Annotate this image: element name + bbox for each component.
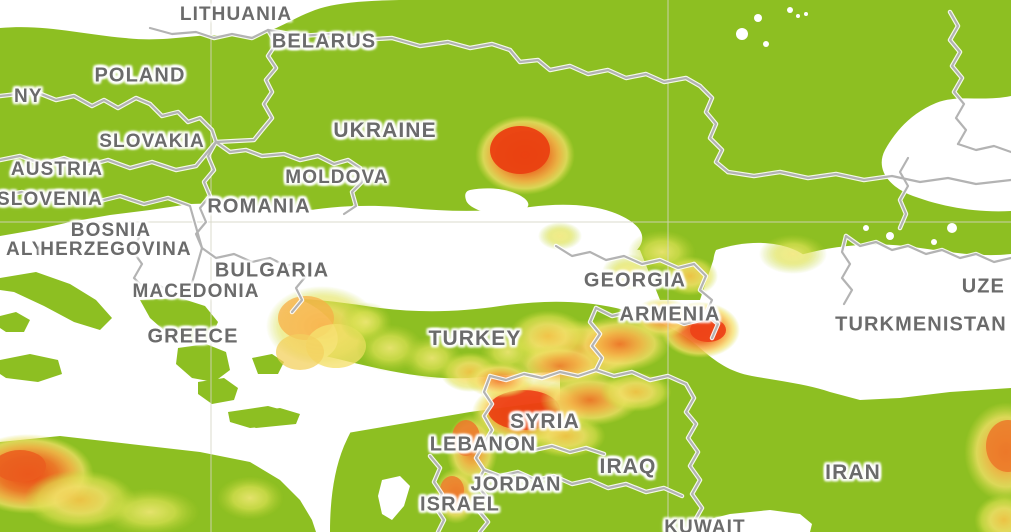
border-syria-iraq-south: [482, 442, 606, 456]
border-belarus-russia: [266, 28, 512, 52]
country-label-romania: ROMANIA: [207, 195, 311, 218]
border-serbia-bulgaria: [200, 246, 302, 268]
border-moldova: [342, 166, 364, 216]
border-bulgaria-greece: [290, 260, 308, 314]
border-russia-kazakhstan: [726, 170, 1011, 186]
country-label-lebanon: LEBANON: [429, 433, 537, 456]
country-label-kuwait: KUWAIT: [664, 517, 746, 532]
border-czech-poland: [148, 102, 218, 144]
border-hungary-serbia: [194, 140, 218, 250]
border-israel-jordan: [474, 442, 490, 532]
mediterranean-sea: [0, 347, 560, 444]
border-lines: [0, 10, 1011, 532]
country-label-georgia: GEORGIA: [583, 269, 687, 292]
border-slovenia-croatia: [0, 190, 204, 250]
country-label-germany: NY: [14, 86, 43, 107]
border-uzbek-turkmen: [898, 156, 910, 230]
country-label-turkey: TURKEY: [428, 327, 522, 350]
persian-gulf: [688, 510, 812, 532]
heat-overlay: [0, 115, 1011, 532]
border-uzbekistan-north: [956, 142, 1011, 154]
country-label-slovenia: SLOVENIA: [0, 189, 103, 210]
border-poland-belarus-ukraine: [214, 28, 278, 144]
border-iran-northwest: [594, 368, 688, 386]
country-label-austria: AUSTRIA: [10, 159, 104, 180]
country-label-iran: IRAN: [825, 461, 881, 484]
country-label-lithuania: LITHUANIA: [179, 4, 293, 25]
country-label-poland: POLAND: [94, 64, 186, 87]
country-label-bosnia: BOSNIA: [70, 220, 152, 241]
country-label-slovakia: SLOVAKIA: [99, 131, 205, 152]
border-austria-hungary: [0, 140, 218, 172]
border-kazakhstan-uzbekistan: [948, 10, 968, 146]
border-turkmenistan-north: [844, 234, 1011, 264]
country-label-syria: SYRIA: [510, 410, 580, 433]
adriatic-sea: [58, 230, 134, 264]
sea-of-azov: [465, 188, 529, 215]
country-label-turkmenistan: TURKMENISTAN: [835, 313, 1007, 336]
italy-fragments: [0, 272, 112, 382]
border-azerbaijan-east: [692, 262, 720, 340]
country-label-bulgaria: BULGARIA: [214, 259, 330, 282]
border-bosnia: [128, 220, 204, 296]
border-turkey-syria: [488, 368, 598, 382]
border-turkmenistan-west: [840, 234, 854, 306]
caspian-sea: [712, 242, 830, 368]
baltic-sea: [0, 0, 150, 36]
country-label-armenia: ARMENIA: [619, 303, 721, 326]
border-russia-kazakhstan-w: [698, 84, 730, 174]
border-russia-ukraine-north: [508, 48, 702, 88]
border-germany-poland: [0, 90, 152, 110]
inland-water-specks: [617, 7, 957, 264]
border-egypt-israel: [428, 454, 446, 532]
country-label-israel: ISRAEL: [420, 493, 500, 516]
country-label-macedonia: MACEDONIA: [132, 281, 260, 302]
country-label-iraq: IRAQ: [599, 455, 657, 478]
gulf-of-suez: [378, 476, 410, 520]
country-label-ukraine: UKRAINE: [333, 119, 437, 142]
border-jordan-saudi: [482, 468, 684, 498]
border-russia-georgia: [554, 244, 696, 270]
border-turkey-east: [588, 306, 604, 372]
border-iran-iraq: [684, 382, 704, 532]
country-label-greece: GREECE: [147, 325, 239, 348]
country-label-jordan: JORDAN: [470, 473, 562, 496]
border-ukraine-romania: [214, 140, 362, 170]
border-georgia-armenia: [594, 306, 702, 326]
country-label-belarus: BELARUS: [271, 30, 377, 53]
country-label-herzegovina: HERZEGOVINA: [40, 239, 192, 260]
border-syria-lebanon-coast: [482, 374, 494, 446]
country-label-moldova: MOLDOVA: [285, 167, 389, 188]
country-label-uzbekistan: UZE: [961, 275, 1005, 298]
crete: [236, 408, 300, 428]
country-label-italy: ALY: [6, 239, 46, 260]
border-baltic-coast: [148, 26, 270, 40]
hotspot-donbas-core: [490, 126, 550, 174]
